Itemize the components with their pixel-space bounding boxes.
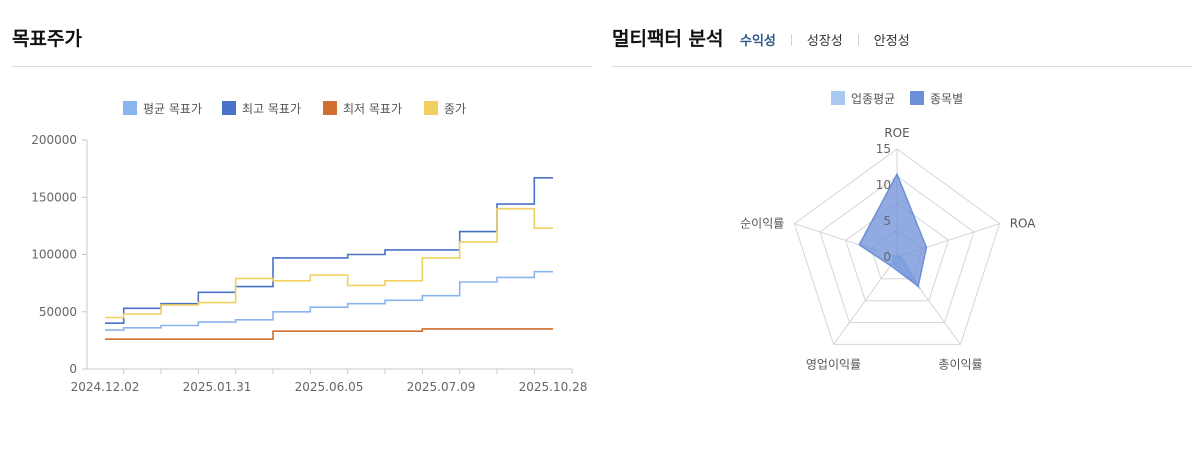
multifactor-title: 멀티팩터 분석 xyxy=(612,28,724,50)
radar-spoke xyxy=(833,256,898,345)
tab-separator xyxy=(790,33,792,46)
radar-series-area xyxy=(858,172,928,288)
radar-tick-label: 15 xyxy=(876,142,891,156)
legend-label: 최저 목표가 xyxy=(343,102,402,116)
x-tick-label: 2025.06.05 xyxy=(295,380,364,394)
legend-label: 종목별 xyxy=(930,92,963,106)
radar-axis-label: 영업이익률 xyxy=(806,357,861,371)
legend-item: 종가 xyxy=(424,101,466,116)
legend: 평균 목표가 최고 목표가 최저 목표가 종가 xyxy=(123,101,466,116)
legend-item: 업종평균 xyxy=(831,91,895,106)
legend-swatch xyxy=(222,101,236,115)
legend-label: 종가 xyxy=(444,102,466,116)
radar-axis-label: ROA xyxy=(1010,217,1037,231)
target-price-divider xyxy=(12,66,592,67)
radar-tick-label: 10 xyxy=(876,178,891,192)
multifactor-radar-chart: 업종평균 종목별 0 5 10 15 ROE ROA 총이익률 영업이익률 순이익률 xyxy=(740,91,1037,371)
radar-grid-ring xyxy=(845,202,949,302)
radar-tick-label: 0 xyxy=(883,250,891,264)
radar-axis-label: 순이익률 xyxy=(740,217,784,231)
legend-swatch xyxy=(123,101,137,115)
legend-label: 평균 목표가 xyxy=(143,102,202,116)
multifactor-tabs: 수익성 성장성 안정성 xyxy=(740,30,910,49)
y-tick-label: 0 xyxy=(69,362,77,376)
legend-label: 업종평균 xyxy=(851,92,895,106)
radar-axis-label: 총이익률 xyxy=(938,357,982,371)
tab-profitability[interactable]: 수익성 xyxy=(740,34,776,49)
y-tick-label: 200000 xyxy=(31,133,77,147)
x-tick-label: 2025.10.28 xyxy=(519,380,588,394)
tab-separator xyxy=(857,33,859,46)
legend-swatch xyxy=(424,101,438,115)
legend-swatch xyxy=(831,91,845,105)
legend-item: 최저 목표가 xyxy=(323,101,402,116)
x-tick-label: 2025.07.09 xyxy=(407,380,476,394)
radar-grid-ring xyxy=(819,175,975,323)
series-line xyxy=(105,207,553,319)
y-tick-label: 50000 xyxy=(39,305,77,319)
legend-item: 종목별 xyxy=(910,91,963,106)
tab-stability[interactable]: 안정성 xyxy=(873,34,910,49)
radar-axis-label: ROE xyxy=(884,126,909,140)
legend: 업종평균 종목별 xyxy=(831,91,963,106)
y-tick-label: 100000 xyxy=(31,248,77,262)
x-tick-label: 2025.01.31 xyxy=(183,380,252,394)
radar-grid-ring xyxy=(793,148,1001,345)
legend-swatch xyxy=(910,91,924,105)
y-tick-label: 150000 xyxy=(31,190,77,204)
series-line xyxy=(105,328,553,340)
series-line xyxy=(105,270,553,331)
legend-item: 평균 목표가 xyxy=(123,101,202,116)
x-tick-label: 2024.12.02 xyxy=(71,380,140,394)
legend-item: 최고 목표가 xyxy=(222,101,301,116)
radar-tick-label: 5 xyxy=(883,214,891,228)
series-line xyxy=(105,177,553,324)
multifactor-divider xyxy=(612,66,1192,67)
tab-growth[interactable]: 성장성 xyxy=(806,34,843,49)
target-price-chart: 평균 목표가 최고 목표가 최저 목표가 종가 0 50000 100000 150000 20… xyxy=(31,101,588,394)
legend-label: 최고 목표가 xyxy=(242,102,301,116)
legend-swatch xyxy=(323,101,337,115)
target-price-title: 목표주가 xyxy=(12,28,82,50)
